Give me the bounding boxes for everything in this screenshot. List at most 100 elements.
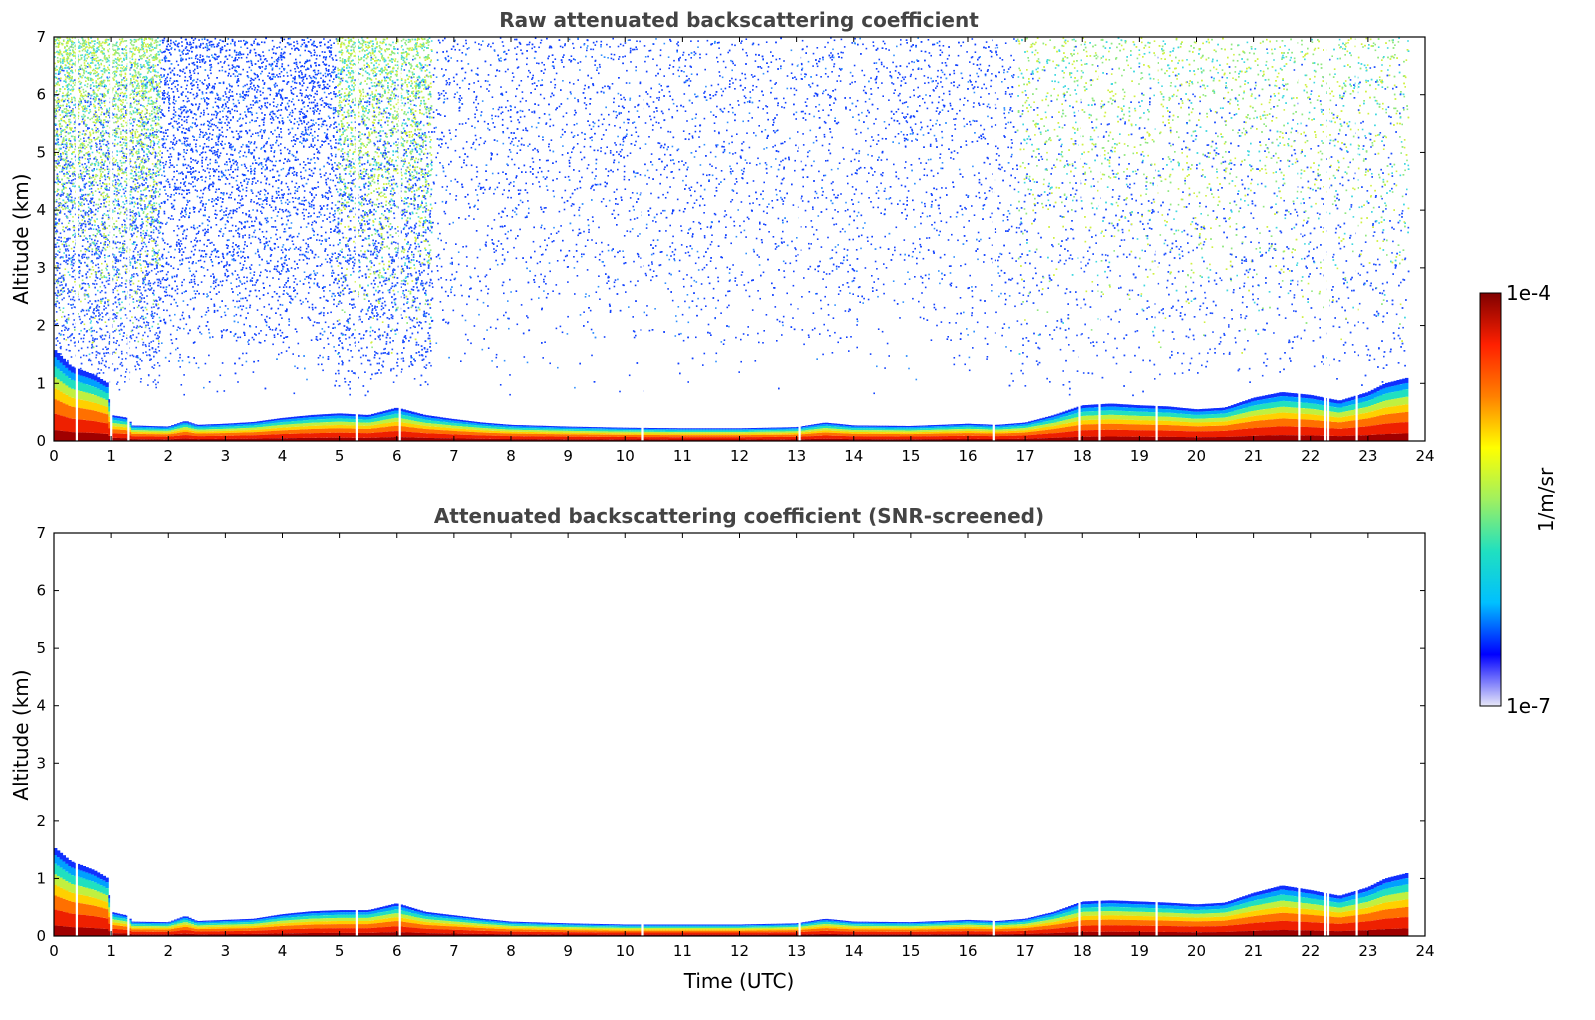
noise-speckle <box>129 223 131 226</box>
noise-speckle <box>126 202 128 204</box>
noise-speckle <box>58 101 61 103</box>
noise-speckle <box>94 107 97 109</box>
noise-speckle <box>79 99 82 101</box>
noise-speckle <box>118 87 120 90</box>
noise-speckle <box>129 97 132 99</box>
noise-speckle <box>105 112 107 115</box>
noise-speckle <box>136 267 138 269</box>
noise-speckle <box>67 303 70 305</box>
noise-speckle <box>148 190 151 192</box>
noise-speckle <box>113 268 115 271</box>
noise-speckle <box>113 98 115 100</box>
noise-speckle <box>68 258 71 260</box>
noise-speckle <box>138 135 141 137</box>
noise-speckle <box>64 78 67 81</box>
noise-speckle <box>63 213 66 215</box>
noise-speckle <box>123 54 126 57</box>
noise-speckle <box>140 234 142 237</box>
noise-speckle <box>154 258 157 260</box>
noise-speckle <box>121 282 123 284</box>
noise-speckle <box>123 325 125 328</box>
noise-speckle <box>123 332 125 334</box>
noise-speckle <box>155 56 158 59</box>
noise-speckle <box>93 68 95 71</box>
noise-speckle <box>145 351 147 353</box>
noise-speckle <box>82 105 85 107</box>
noise-speckle <box>147 265 150 267</box>
noise-speckle <box>151 220 153 222</box>
noise-speckle <box>118 303 121 306</box>
noise-speckle <box>154 115 156 118</box>
noise-speckle <box>119 94 121 97</box>
noise-speckle <box>116 340 118 342</box>
noise-speckle <box>122 99 124 101</box>
noise-speckle <box>107 244 109 246</box>
noise-speckle <box>108 196 110 198</box>
noise-speckle <box>58 251 61 253</box>
noise-speckle <box>58 84 61 86</box>
noise-speckle <box>119 98 122 101</box>
noise-speckle <box>131 134 134 137</box>
noise-speckle <box>124 195 126 197</box>
noise-speckle <box>97 73 100 75</box>
noise-speckle <box>123 106 125 108</box>
noise-speckle <box>155 47 158 49</box>
noise-speckle <box>68 295 70 298</box>
noise-speckle <box>69 237 71 240</box>
noise-speckle <box>103 305 105 307</box>
noise-speckle <box>83 217 85 219</box>
noise-speckle <box>139 76 141 78</box>
noise-speckle <box>67 210 70 213</box>
noise-speckle <box>107 66 109 69</box>
noise-speckle <box>115 127 117 130</box>
noise-speckle <box>123 69 126 72</box>
noise-speckle <box>117 259 120 261</box>
noise-speckle <box>142 45 145 48</box>
noise-speckle <box>56 322 59 325</box>
noise-speckle <box>105 360 107 363</box>
noise-speckle <box>111 279 114 282</box>
noise-speckle <box>72 151 74 154</box>
noise-speckle <box>140 197 142 200</box>
noise-speckle <box>65 256 68 258</box>
noise-speckle <box>157 191 159 193</box>
noise-speckle <box>57 138 60 141</box>
noise-speckle <box>74 236 76 238</box>
noise-speckle <box>86 57 88 60</box>
noise-speckle <box>119 150 121 153</box>
noise-speckle <box>124 283 127 285</box>
noise-speckle <box>158 249 160 251</box>
noise-speckle <box>142 95 144 97</box>
noise-speckle <box>61 298 64 301</box>
noise-speckle <box>157 212 160 215</box>
noise-speckle <box>121 251 123 254</box>
noise-speckle <box>90 330 93 333</box>
noise-speckle <box>147 263 150 265</box>
noise-speckle <box>99 155 102 158</box>
noise-speckle <box>147 100 150 102</box>
noise-speckle <box>79 196 82 198</box>
noise-speckle <box>54 274 57 276</box>
noise-speckle <box>67 292 69 295</box>
noise-speckle <box>153 116 155 119</box>
noise-speckle <box>87 37 90 39</box>
noise-speckle <box>107 214 110 216</box>
noise-speckle <box>63 159 65 162</box>
noise-speckle <box>147 160 150 162</box>
noise-speckle <box>107 318 110 321</box>
noise-speckle <box>116 70 118 73</box>
noise-speckle <box>157 37 159 39</box>
noise-speckle <box>65 259 68 262</box>
noise-speckle <box>112 164 115 166</box>
noise-speckle <box>63 120 66 123</box>
noise-speckle <box>105 57 108 59</box>
noise-speckle <box>135 46 138 48</box>
noise-speckle <box>65 261 67 264</box>
noise-speckle <box>129 172 132 175</box>
noise-speckle <box>158 163 161 165</box>
noise-speckle <box>103 57 106 59</box>
noise-speckle <box>105 214 108 217</box>
noise-speckle <box>95 235 97 238</box>
noise-speckle <box>116 306 118 308</box>
noise-speckle <box>134 100 136 103</box>
